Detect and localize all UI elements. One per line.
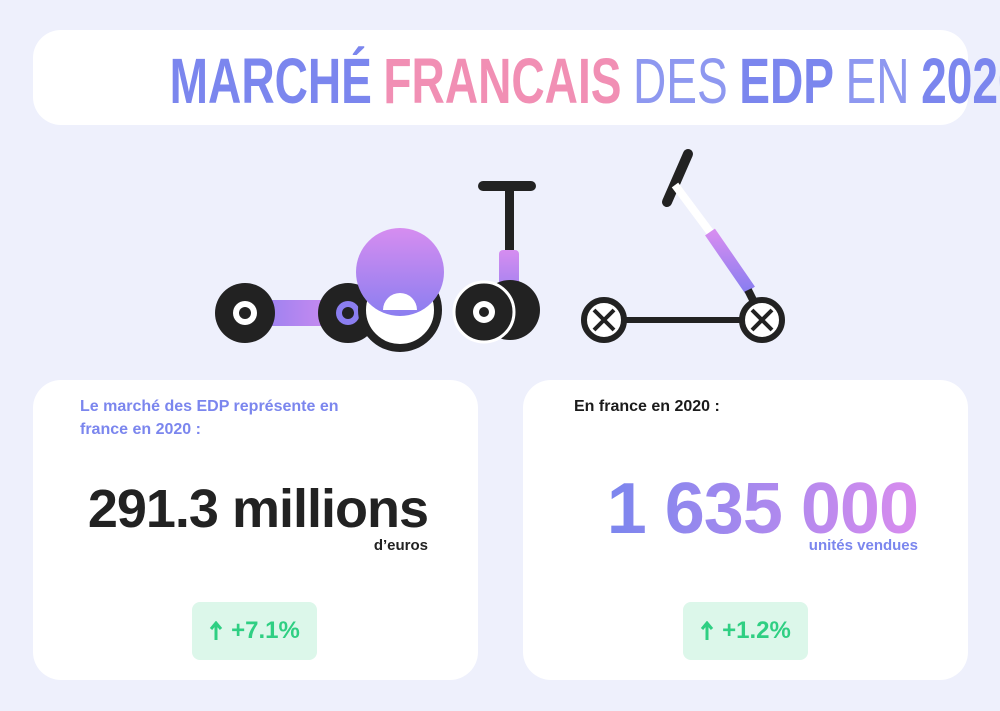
- card-label: Le marché des EDP représente en france e…: [80, 398, 339, 438]
- change-value: +7.1%: [231, 617, 300, 644]
- change-badge: +1.2%: [683, 602, 808, 660]
- illustration: [215, 149, 785, 352]
- wheel: [739, 297, 785, 343]
- wheel: [452, 280, 540, 344]
- stem: [671, 182, 714, 235]
- card-value: 291.3 millions: [87, 479, 429, 539]
- change-badge: +7.1%: [192, 602, 317, 660]
- wheel: [215, 283, 275, 343]
- title-word: 2020: [921, 45, 1000, 117]
- stat-card: En france en 2020 : 1 635 000 unités ven…: [523, 380, 968, 680]
- title-word: MARCHÉ: [169, 45, 372, 117]
- title-box: MARCHÉFRANCAISDESEDPEN2020: [33, 30, 1000, 125]
- change-value: +1.2%: [722, 617, 791, 644]
- wheel: [581, 297, 627, 343]
- title-word: EDP: [739, 45, 835, 117]
- card-unit: d’euros: [373, 537, 428, 554]
- stem: [705, 228, 755, 294]
- title: MARCHÉFRANCAISDESEDPEN2020: [164, 44, 1000, 118]
- card-label: En france en 2020 :: [574, 398, 720, 415]
- title-word: FRANCAIS: [383, 45, 622, 117]
- up-arrow: [700, 621, 714, 640]
- stem: [505, 186, 514, 256]
- stat-card: Le marché des EDP représente en france e…: [33, 380, 478, 680]
- body: [356, 228, 444, 316]
- up-arrow: [209, 621, 223, 640]
- card-unit: unités vendues: [808, 537, 918, 554]
- card-value: 1 635 000: [606, 469, 919, 549]
- handle: [662, 149, 693, 207]
- seat: [383, 293, 417, 310]
- title-word: DES: [633, 45, 728, 117]
- title-word: EN: [845, 45, 910, 117]
